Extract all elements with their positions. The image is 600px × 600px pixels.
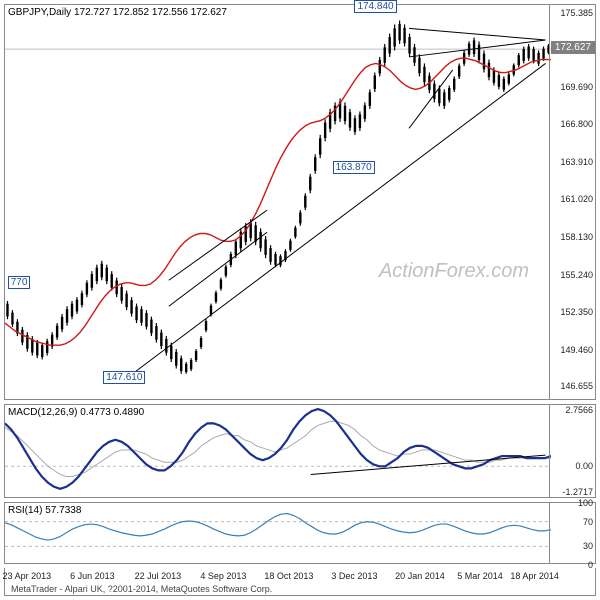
price-plot-area[interactable]: ActionForex.com 770147.610174.840163.870 <box>5 5 549 399</box>
macd-y-axis: -1.2717 0.00 2.7566 <box>549 405 595 497</box>
price-ytick: 155.240 <box>560 270 593 280</box>
macd-ytick: 0.00 <box>575 461 593 471</box>
copyright-text: MetaTrader - Alpari UK, ?2001-2014, Meta… <box>11 584 272 594</box>
rsi-panel: RSI(14) 57.7338 03070100 <box>4 502 596 564</box>
price-ytick: 158.130 <box>560 232 593 242</box>
rsi-plot-area[interactable] <box>5 503 549 563</box>
time-xtick: 6 Jun 2013 <box>70 571 115 581</box>
time-xtick: 22 Jul 2013 <box>135 571 182 581</box>
ohlc-values: 172.727 172.852 172.556 172.627 <box>74 7 227 18</box>
macd-title: MACD(12,26,9) 0.4773 0.4890 <box>8 407 144 418</box>
price-annotation: 174.840 <box>354 0 396 13</box>
rsi-ytick: 100 <box>578 498 593 508</box>
rsi-title: RSI(14) 57.7338 <box>8 505 81 516</box>
price-ytick: 149.460 <box>560 345 593 355</box>
price-annotation: 147.610 <box>103 371 145 384</box>
price-ytick: 166.800 <box>560 119 593 129</box>
time-xtick: 23 Apr 2013 <box>3 571 52 581</box>
price-ytick: 146.655 <box>560 381 593 391</box>
rsi-ytick: 70 <box>583 517 593 527</box>
time-xtick: 20 Jan 2014 <box>395 571 445 581</box>
price-annotation: 770 <box>8 276 31 289</box>
time-xtick: 5 Mar 2014 <box>457 571 503 581</box>
rsi-svg <box>5 503 551 565</box>
symbol-tf: GBPJPY,Daily <box>8 7 71 18</box>
macd-panel: MACD(12,26,9) 0.4773 0.4890 -1.2717 0.00 2… <box>4 404 596 498</box>
price-y-axis: 146.655 149.460 152.350 155.240 158.130 161.0… <box>549 5 595 399</box>
macd-plot-area[interactable] <box>5 405 549 497</box>
price-svg <box>5 5 551 401</box>
chart-title: GBPJPY,Daily 172.727 172.852 172.556 172… <box>8 7 227 18</box>
time-axis: 23 Apr 2013 6 Jun 2013 22 Jul 2013 4 Sep 20… <box>4 568 596 596</box>
price-ytick: 175.385 <box>560 8 593 18</box>
macd-ytick: 2.7566 <box>565 405 593 415</box>
time-xtick: 18 Apr 2014 <box>510 571 559 581</box>
current-price-label: 172.627 <box>551 41 595 54</box>
price-ytick: 163.910 <box>560 157 593 167</box>
macd-svg <box>5 405 551 499</box>
time-xtick: 4 Sep 2013 <box>200 571 246 581</box>
macd-ytick: -1.2717 <box>562 487 593 497</box>
price-ytick: 152.350 <box>560 307 593 317</box>
price-annotation: 163.870 <box>333 161 375 174</box>
price-ytick: 169.690 <box>560 82 593 92</box>
time-xtick: 18 Oct 2013 <box>264 571 313 581</box>
rsi-y-axis: 03070100 <box>549 503 595 563</box>
rsi-ytick: 30 <box>583 541 593 551</box>
price-chart-panel: GBPJPY,Daily 172.727 172.852 172.556 172… <box>4 4 596 400</box>
price-ytick: 161.020 <box>560 194 593 204</box>
time-xtick: 3 Dec 2013 <box>331 571 377 581</box>
